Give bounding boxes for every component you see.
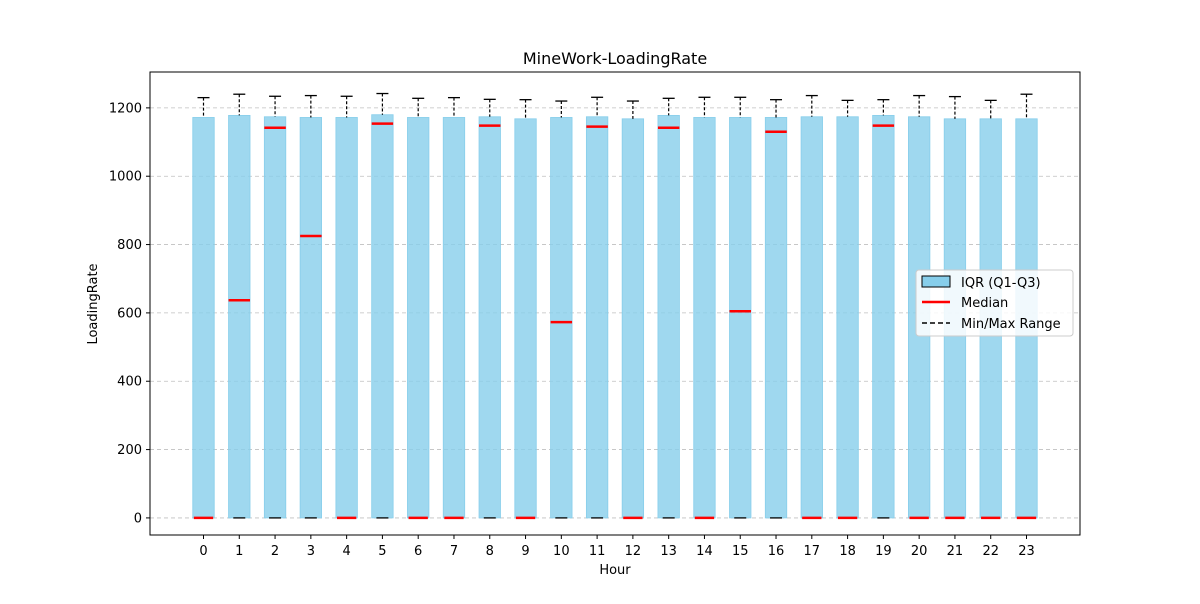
iqr-box — [764, 117, 788, 519]
iqr-box — [693, 117, 716, 519]
x-tick-label: 10 — [553, 544, 570, 559]
y-tick-label: 400 — [117, 375, 142, 390]
medians — [193, 122, 1037, 520]
x-tick-label: 1 — [235, 544, 243, 559]
x-tick-label: 19 — [875, 544, 892, 559]
x-tick-label: 23 — [1018, 544, 1035, 559]
x-tick-label: 15 — [732, 544, 749, 559]
iqr-box — [621, 118, 645, 519]
x-tick-label: 2 — [271, 544, 279, 559]
iqr-box — [836, 116, 859, 519]
x-tick-label: 17 — [804, 544, 821, 559]
x-tick-label: 4 — [342, 544, 350, 559]
x-tick-label: 18 — [839, 544, 856, 559]
iqr-box — [585, 116, 609, 519]
x-tick-label: 3 — [307, 544, 315, 559]
x-tick-label: 22 — [982, 544, 999, 559]
iqr-box — [192, 117, 215, 519]
iqr-box — [407, 117, 430, 519]
iqr-box — [657, 114, 680, 519]
chart-title: MineWork-LoadingRate — [523, 49, 707, 68]
y-axis-ticks: 0 200 400 600 800 1000 1200 — [109, 101, 150, 526]
y-tick-label: 1200 — [109, 101, 142, 116]
iqr-boxes — [192, 114, 1038, 519]
y-tick-label: 0 — [134, 511, 142, 526]
x-axis-label: Hour — [599, 563, 631, 578]
y-tick-label: 200 — [117, 443, 142, 458]
legend-frame — [915, 269, 1074, 337]
iqr-box — [872, 114, 895, 519]
legend: IQR (Q1-Q3) Median Min/Max Range — [915, 269, 1074, 337]
legend-median-label: Median — [961, 296, 1008, 311]
legend-iqr-label: IQR (Q1-Q3) — [961, 276, 1041, 291]
iqr-box — [371, 114, 394, 519]
iqr-box — [478, 116, 501, 519]
y-axis-label: LoadingRate — [86, 263, 101, 344]
iqr-box — [299, 117, 322, 519]
x-axis-ticks: 0 1 2 3 4 5 6 7 8 9 10 11 12 13 14 15 16 17 18 19 20 21 22 23 — [199, 535, 1035, 559]
iqr-box — [729, 117, 752, 519]
legend-range-label: Min/Max Range — [961, 317, 1061, 332]
whiskers — [197, 92, 1033, 519]
iqr-box — [263, 116, 287, 519]
y-tick-label: 600 — [117, 306, 142, 321]
iqr-box — [550, 117, 573, 519]
y-tick-label: 800 — [117, 238, 142, 253]
iqr-box — [800, 116, 823, 519]
x-tick-label: 9 — [521, 544, 529, 559]
iqr-box — [442, 117, 466, 519]
y-tick-label: 1000 — [109, 170, 142, 185]
x-tick-label: 14 — [696, 544, 713, 559]
x-tick-label: 6 — [414, 544, 422, 559]
x-tick-label: 20 — [911, 544, 928, 559]
legend-iqr-swatch — [921, 275, 951, 288]
x-tick-label: 16 — [768, 544, 785, 559]
iqr-box — [514, 118, 537, 519]
x-tick-label: 5 — [378, 544, 386, 559]
x-tick-label: 13 — [660, 544, 677, 559]
iqr-box — [228, 114, 251, 519]
x-tick-label: 12 — [625, 544, 642, 559]
iqr-box — [335, 117, 358, 519]
plot-frame — [149, 71, 1081, 536]
x-tick-label: 8 — [486, 544, 494, 559]
x-tick-label: 21 — [947, 544, 964, 559]
x-tick-label: 7 — [450, 544, 458, 559]
x-tick-label: 11 — [589, 544, 606, 559]
x-tick-label: 0 — [199, 544, 207, 559]
